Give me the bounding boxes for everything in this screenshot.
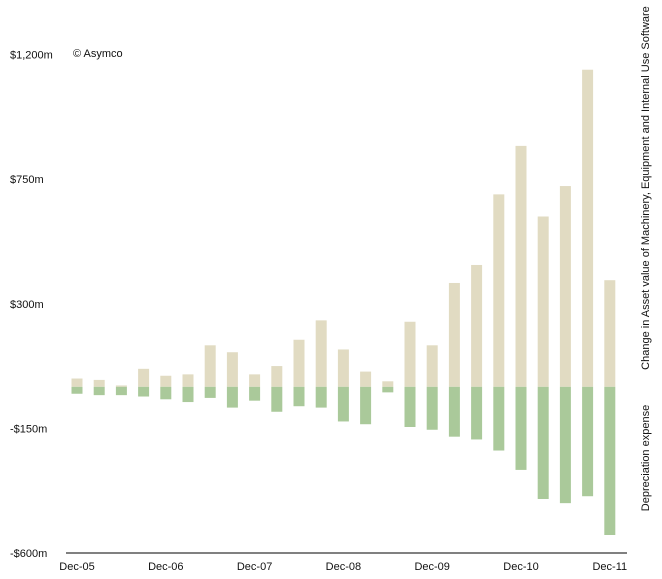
asset-change-bar-16 — [404, 321, 416, 387]
depreciation-bar-13 — [337, 386, 349, 422]
asset-change-bar-25 — [604, 280, 616, 387]
depreciation-bar-5 — [160, 386, 172, 400]
asset-change-bar-1 — [71, 378, 83, 387]
depreciation-bar-18 — [448, 386, 460, 437]
y-axis-tick-labels: $1,200m $750m $300m -$150m -$600m — [10, 50, 53, 561]
depreciation-bar-12 — [315, 386, 327, 408]
asset-change-bar-12 — [315, 320, 327, 387]
depreciation-bar-1 — [71, 386, 83, 394]
asset-change-bar-7 — [204, 345, 216, 387]
asset-change-bar-10 — [271, 366, 283, 387]
asset-change-bar-5 — [160, 375, 172, 387]
asset-change-bar-24 — [582, 69, 594, 387]
asset-change-bar-23 — [559, 186, 571, 387]
depreciation-bar-19 — [471, 386, 483, 440]
depreciation-bar-7 — [204, 386, 216, 398]
y-tick-label: -$150m — [10, 423, 47, 435]
asset-change-bar-18 — [448, 282, 460, 387]
depreciation-bar-20 — [493, 386, 505, 451]
depreciation-bar-6 — [182, 386, 194, 403]
depreciation-bar-17 — [426, 386, 438, 430]
copyright-credit: © Asymco — [73, 48, 123, 60]
depreciation-bar-9 — [249, 386, 261, 401]
depreciation-bar-23 — [559, 386, 571, 504]
series-label-depreciation: Depreciation expense — [640, 405, 652, 511]
asset-change-bar-6 — [182, 374, 194, 387]
depreciation-bar-8 — [226, 386, 238, 408]
depreciation-bar-21 — [515, 386, 527, 470]
asset-change-bar-3 — [115, 385, 127, 387]
depreciation-bar-16 — [404, 386, 416, 427]
x-tick-label: Dec-08 — [326, 561, 361, 573]
y-tick-label: $1,200m — [10, 50, 53, 62]
depreciation-bar-24 — [582, 386, 594, 497]
series-label-asset-change: Change in Asset value of Machinery, Equi… — [640, 6, 652, 370]
x-tick-label: Dec-10 — [503, 561, 538, 573]
asset-change-bar-15 — [382, 381, 394, 387]
asset-change-bar-2 — [93, 379, 105, 387]
depreciation-bar-10 — [271, 386, 283, 412]
asset-change-bar-4 — [138, 368, 150, 387]
x-axis-tick-labels: Dec-05 Dec-06 Dec-07 Dec-08 Dec-09 Dec-10 Dec-… — [59, 561, 627, 573]
asset-change-bar-11 — [293, 339, 305, 387]
asset-change-bar-9 — [249, 374, 261, 387]
asset-change-bar-8 — [226, 352, 238, 387]
depreciation-bar-14 — [360, 386, 372, 425]
asset-change-bar-20 — [493, 194, 505, 387]
asset-change-bar-19 — [471, 264, 483, 387]
x-tick-label: Dec-09 — [414, 561, 449, 573]
depreciation-bar-22 — [537, 386, 549, 499]
asset-change-bar-22 — [537, 216, 549, 387]
asset-change-bar-21 — [515, 145, 527, 387]
depreciation-bar-15 — [382, 386, 394, 393]
x-tick-label: Dec-06 — [148, 561, 183, 573]
y-tick-label: -$600m — [10, 548, 47, 560]
y-tick-label: $300m — [10, 299, 44, 311]
x-tick-label: Dec-07 — [237, 561, 272, 573]
depreciation-bar-2 — [93, 386, 105, 396]
x-tick-label: Dec-11 — [592, 561, 627, 573]
depreciation-bar-4 — [138, 386, 150, 397]
asset-change-bar-17 — [426, 345, 438, 387]
y-tick-label: $750m — [10, 174, 44, 186]
bars-layer — [71, 69, 616, 535]
depreciation-bar-25 — [604, 386, 616, 535]
x-tick-label: Dec-05 — [59, 561, 94, 573]
asset-change-bar-14 — [360, 371, 372, 387]
depreciation-bar-11 — [293, 386, 305, 407]
asset-change-bar-13 — [337, 349, 349, 387]
depreciation-bar-3 — [115, 386, 127, 396]
